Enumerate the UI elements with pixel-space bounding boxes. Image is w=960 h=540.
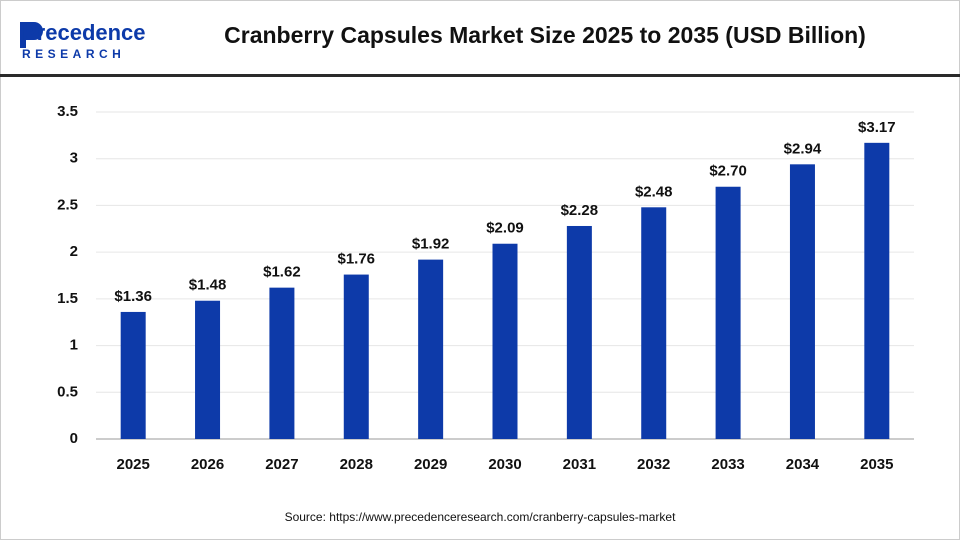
logo: Precedence RESEARCH (20, 20, 146, 61)
value-label: $1.36 (114, 288, 152, 305)
value-label: $2.28 (561, 202, 599, 219)
value-label: $2.70 (709, 163, 747, 180)
value-label: $1.92 (412, 236, 450, 253)
bar (418, 259, 444, 439)
value-label: $3.17 (858, 119, 896, 136)
bar (343, 274, 369, 439)
x-tick-label: 2026 (191, 456, 224, 473)
value-label: $1.76 (337, 251, 375, 268)
header-rule (0, 74, 960, 77)
x-tick-label: 2032 (637, 456, 670, 473)
x-tick-label: 2030 (488, 456, 521, 473)
bar (789, 164, 815, 439)
bar (715, 186, 741, 439)
logo-icon (20, 22, 43, 48)
x-tick-label: 2028 (340, 456, 373, 473)
source: Source: https://www.precedenceresearch.c… (285, 510, 676, 524)
value-label: $2.94 (784, 140, 822, 157)
bar (566, 225, 592, 439)
bar (641, 207, 667, 439)
y-tick-label: 2 (70, 243, 78, 260)
bar (195, 300, 221, 439)
value-label: $2.09 (486, 220, 524, 237)
y-tick-label: 0 (70, 430, 78, 447)
y-tick-label: 0.5 (57, 383, 78, 400)
value-label: $1.62 (263, 264, 301, 281)
y-tick-label: 1 (70, 337, 78, 354)
x-tick-label: 2031 (563, 456, 596, 473)
x-tick-label: 2035 (860, 456, 893, 473)
x-tick-label: 2034 (786, 456, 820, 473)
x-tick-label: 2029 (414, 456, 447, 473)
logo-tagline: RESEARCH (22, 47, 125, 61)
x-tick-label: 2033 (711, 456, 744, 473)
bar (864, 142, 890, 439)
bar (269, 287, 295, 439)
logo-name: Precedence (22, 20, 146, 45)
y-tick-label: 3 (70, 150, 78, 167)
chart-title: Cranberry Capsules Market Size 2025 to 2… (224, 22, 866, 48)
bar (120, 311, 146, 439)
y-tick-label: 3.5 (57, 103, 78, 120)
bar (492, 243, 518, 439)
x-tick-label: 2027 (265, 456, 298, 473)
value-label: $1.48 (189, 277, 227, 294)
y-tick-label: 2.5 (57, 196, 78, 213)
y-tick-label: 1.5 (57, 290, 78, 307)
x-tick-label: 2025 (116, 456, 149, 473)
value-label: $2.48 (635, 183, 673, 200)
